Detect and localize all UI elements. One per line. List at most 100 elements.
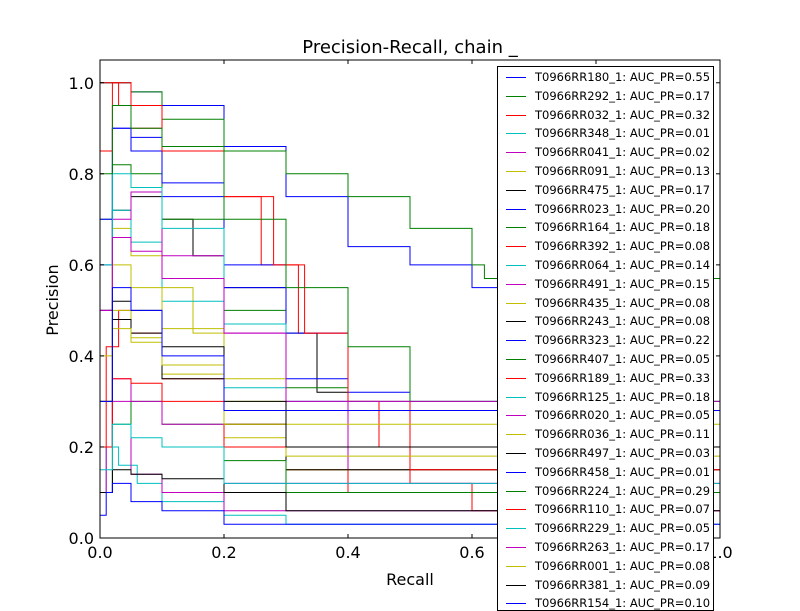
series-lines <box>100 82 721 534</box>
x-tick-label: 0.4 <box>335 543 360 562</box>
legend-item: T0966RR392_1: AUC_PR=0.08 <box>498 237 713 255</box>
x-tick-label: 0.2 <box>211 543 236 562</box>
legend-swatch <box>506 189 526 191</box>
legend-item: T0966RR164_1: AUC_PR=0.18 <box>498 218 713 236</box>
legend-label: T0966RR091_1: AUC_PR=0.13 <box>535 164 711 178</box>
legend-item: T0966RR036_1: AUC_PR=0.11 <box>498 425 713 443</box>
legend-swatch <box>506 528 526 530</box>
legend-label: T0966RR475_1: AUC_PR=0.17 <box>535 182 711 197</box>
legend-label: T0966RR491_1: AUC_PR=0.15 <box>535 276 711 291</box>
legend-label: T0966RR381_1: AUC_PR=0.09 <box>535 577 711 592</box>
legend-label: T0966RR032_1: AUC_PR=0.32 <box>535 107 711 122</box>
legend-label: T0966RR323_1: AUC_PR=0.22 <box>535 333 711 348</box>
legend-item: T0966RR407_1: AUC_PR=0.05 <box>498 350 713 368</box>
legend-swatch <box>506 77 526 78</box>
legend-swatch <box>506 283 526 285</box>
legend-swatch <box>506 321 526 323</box>
legend-item: T0966RR435_1: AUC_PR=0.08 <box>498 294 713 312</box>
legend-label: T0966RR189_1: AUC_PR=0.33 <box>535 370 711 385</box>
legend-item: T0966RR381_1: AUC_PR=0.09 <box>498 576 713 594</box>
legend-swatch <box>506 490 526 492</box>
axes-frame <box>99 59 721 539</box>
legend-item: T0966RR041_1: AUC_PR=0.02 <box>498 143 713 161</box>
legend-item: T0966RR032_1: AUC_PR=0.32 <box>498 106 713 124</box>
series-line-1 <box>100 82 721 529</box>
legend-swatch <box>506 453 526 454</box>
legend-swatch <box>506 434 526 436</box>
x-axis-label: Recall <box>386 570 434 589</box>
legend-label: T0966RR224_1: AUC_PR=0.29 <box>535 483 711 498</box>
legend-item: T0966RR154_1: AUC_PR=0.10 <box>498 594 713 611</box>
legend-label: T0966RR229_1: AUC_PR=0.05 <box>535 521 711 536</box>
legend-label: T0966RR407_1: AUC_PR=0.05 <box>535 352 711 366</box>
legend-item: T0966RR110_1: AUC_PR=0.07 <box>498 500 713 518</box>
legend-label: T0966RR125_1: AUC_PR=0.18 <box>535 389 711 404</box>
legend-label: T0966RR263_1: AUC_PR=0.17 <box>535 540 711 554</box>
legend-swatch <box>506 547 526 548</box>
legend-label: T0966RR164_1: AUC_PR=0.18 <box>535 220 711 235</box>
legend-item: T0966RR263_1: AUC_PR=0.17 <box>498 538 713 556</box>
legend-swatch <box>506 340 526 342</box>
y-axis-label: Precision <box>43 264 62 335</box>
legend-swatch <box>506 359 526 360</box>
legend-item: T0966RR224_1: AUC_PR=0.29 <box>498 482 713 500</box>
legend-swatch <box>506 95 526 97</box>
legend-label: T0966RR243_1: AUC_PR=0.08 <box>535 314 711 329</box>
legend-swatch <box>506 152 526 154</box>
legend-swatch <box>506 246 526 248</box>
legend-swatch <box>506 396 526 398</box>
series-line-28 <box>100 287 721 525</box>
legend-swatch <box>506 227 526 229</box>
y-tick-label: 0.6 <box>69 256 94 275</box>
legend-item: T0966RR475_1: AUC_PR=0.17 <box>498 181 713 199</box>
legend-item: T0966RR189_1: AUC_PR=0.33 <box>498 369 713 387</box>
legend-swatch <box>506 584 526 586</box>
legend-item: T0966RR348_1: AUC_PR=0.01 <box>498 124 713 142</box>
series-line-21 <box>100 482 721 534</box>
legend-item: T0966RR229_1: AUC_PR=0.05 <box>498 519 713 537</box>
legend-item: T0966RR323_1: AUC_PR=0.22 <box>498 331 713 349</box>
legend-label: T0966RR435_1: AUC_PR=0.08 <box>535 295 711 310</box>
legend-label: T0966RR292_1: AUC_PR=0.17 <box>535 88 711 103</box>
legend-item: T0966RR458_1: AUC_PR=0.01 <box>498 463 713 481</box>
legend-item: T0966RR497_1: AUC_PR=0.03 <box>498 444 713 462</box>
chart-title: Precision-Recall, chain _ <box>302 37 518 58</box>
legend-swatch <box>506 114 526 116</box>
legend-swatch <box>506 415 526 417</box>
legend-item: T0966RR091_1: AUC_PR=0.13 <box>498 162 713 180</box>
legend-swatch <box>506 302 526 304</box>
y-tick-label: 0.4 <box>69 347 94 366</box>
legend-swatch <box>506 208 526 210</box>
y-tick-label: 1.0 <box>69 74 94 93</box>
legend-item: T0966RR292_1: AUC_PR=0.17 <box>498 87 713 105</box>
legend-label: T0966RR180_1: AUC_PR=0.55 <box>535 70 711 84</box>
legend: T0966RR180_1: AUC_PR=0.55 T0966RR292_1: A… <box>497 66 714 611</box>
legend-label: T0966RR154_1: AUC_PR=0.10 <box>535 596 711 611</box>
legend-swatch <box>506 565 526 567</box>
legend-label: T0966RR064_1: AUC_PR=0.14 <box>535 258 711 272</box>
legend-item: T0966RR491_1: AUC_PR=0.15 <box>498 275 713 293</box>
legend-item: T0966RR023_1: AUC_PR=0.20 <box>498 200 713 218</box>
y-tick-label: 0.2 <box>69 438 94 457</box>
legend-label: T0966RR041_1: AUC_PR=0.02 <box>535 145 711 160</box>
legend-swatch <box>506 509 526 511</box>
legend-item: T0966RR001_1: AUC_PR=0.08 <box>498 557 713 575</box>
legend-label: T0966RR392_1: AUC_PR=0.08 <box>535 239 711 254</box>
legend-label: T0966RR036_1: AUC_PR=0.11 <box>535 427 711 442</box>
legend-label: T0966RR023_1: AUC_PR=0.20 <box>535 201 711 216</box>
series-line-24 <box>100 423 721 529</box>
legend-swatch <box>506 171 526 172</box>
y-tick-label: 0.0 <box>69 529 94 548</box>
legend-swatch <box>506 133 526 135</box>
legend-label: T0966RR001_1: AUC_PR=0.08 <box>535 558 711 573</box>
legend-item: T0966RR020_1: AUC_PR=0.05 <box>498 406 713 424</box>
legend-item: T0966RR064_1: AUC_PR=0.14 <box>498 256 713 274</box>
legend-label: T0966RR458_1: AUC_PR=0.01 <box>535 464 711 479</box>
legend-item: T0966RR180_1: AUC_PR=0.55 <box>498 68 713 86</box>
legend-swatch <box>506 603 526 605</box>
legend-label: T0966RR497_1: AUC_PR=0.03 <box>535 446 711 460</box>
legend-item: T0966RR243_1: AUC_PR=0.08 <box>498 312 713 330</box>
x-tick-label: 0.0 <box>87 543 112 562</box>
legend-label: T0966RR020_1: AUC_PR=0.05 <box>535 408 711 423</box>
